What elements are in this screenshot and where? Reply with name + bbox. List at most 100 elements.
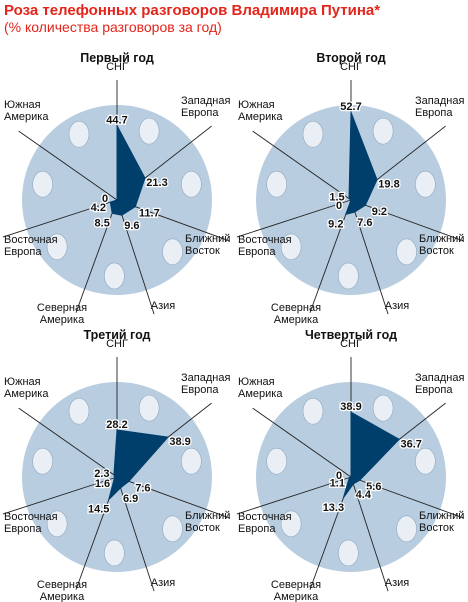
- chart-title: Первый год: [80, 51, 154, 65]
- data-polygon: [109, 125, 146, 216]
- radar-chart-year-1: Первый год 44.7 21.3 11.79.6 8.5 4.20 СНГ Запад…: [2, 51, 230, 326]
- category-label: Северная Америка: [271, 579, 321, 602]
- data-polygon: [108, 429, 169, 501]
- category-label: Северная Америка: [37, 302, 87, 326]
- chart-title: Четвертый год: [305, 328, 397, 342]
- axis-spoke: [18, 407, 118, 478]
- value-label: 1.6: [95, 478, 110, 490]
- radar-chart-year-2: Второй год52.719.89.27.69.201.5СНГЗападн…: [236, 51, 464, 326]
- value-label: 14.5: [88, 504, 109, 516]
- dial-hole: [32, 170, 53, 198]
- axis-spoke: [236, 476, 352, 515]
- dial-hole: [415, 170, 436, 198]
- dial-hole: [280, 510, 302, 538]
- axis-spoke: [252, 407, 352, 478]
- value-label: 1.1: [330, 478, 345, 490]
- category-label: Восточная Европа: [4, 234, 58, 258]
- dial-hole: [68, 397, 90, 425]
- value-label: 6.9: [123, 493, 138, 505]
- value-label: 4.4: [356, 489, 372, 501]
- dial-hole: [415, 447, 436, 475]
- value-label: 1.5: [329, 192, 344, 204]
- category-label: Азия: [385, 300, 410, 312]
- category-label: Западная Европа: [181, 372, 230, 396]
- category-label: Ближний Восток: [419, 510, 464, 534]
- dial-hole: [32, 447, 53, 475]
- category-label: Азия: [385, 577, 410, 589]
- category-label: Восточная Европа: [4, 511, 58, 535]
- radar-chart-year-3: Третий год 28.2 38.9 7.66.9 14.5 1.62.3 СНГ Зап…: [2, 328, 230, 602]
- category-label: Ближний Восток: [185, 510, 230, 534]
- category-label: Ближний Восток: [185, 233, 230, 257]
- dial-hole: [280, 233, 302, 261]
- category-label: Южная Америка: [4, 99, 49, 123]
- axis-spoke: [350, 199, 389, 315]
- dial-hole: [138, 394, 160, 422]
- value-label: 0: [336, 200, 342, 212]
- value-label: 13.3: [323, 502, 344, 514]
- chart-title: Третий год: [84, 328, 151, 342]
- value-label: 9.2: [372, 206, 387, 218]
- category-label: Азия: [151, 300, 176, 312]
- value-label: 4.2: [91, 202, 106, 214]
- value-label: 38.9: [169, 436, 190, 448]
- value-label: 7.6: [135, 482, 150, 494]
- category-label: Северная Америка: [37, 579, 87, 602]
- category-label: Северная Америка: [271, 302, 321, 326]
- category-label: СНГ: [106, 338, 128, 350]
- category-label: Ближний Восток: [419, 233, 464, 257]
- axis-spoke: [116, 476, 155, 592]
- value-label: 19.8: [378, 179, 399, 191]
- dial-hole: [46, 233, 68, 261]
- value-label: 44.7: [106, 115, 127, 127]
- axis-spoke: [18, 130, 118, 201]
- axis-spoke: [350, 476, 464, 519]
- axis-spoke: [2, 199, 118, 238]
- axis-spoke: [75, 199, 118, 313]
- axis-spoke: [236, 199, 352, 238]
- dial-hole: [104, 262, 125, 290]
- category-label: Западная Европа: [415, 95, 464, 119]
- category-label: Западная Европа: [415, 372, 464, 396]
- value-label: 2.3: [94, 468, 109, 480]
- axis-spoke: [350, 476, 389, 592]
- dial-hole: [372, 117, 394, 145]
- dial-hole: [396, 515, 417, 543]
- value-label: 21.3: [146, 177, 167, 189]
- category-label: СНГ: [340, 338, 362, 350]
- value-label: 52.7: [340, 101, 361, 113]
- axis-spoke: [350, 199, 464, 242]
- axis-spoke: [116, 199, 155, 315]
- category-label: СНГ: [340, 61, 362, 73]
- page-subtitle: (% количества разговоров за год): [4, 19, 222, 35]
- dial-hole: [162, 238, 183, 266]
- dial-hole: [338, 262, 359, 290]
- dial-hole: [138, 117, 160, 145]
- data-polygon: [342, 411, 400, 499]
- category-label: Азия: [151, 577, 176, 589]
- axis-spoke: [116, 199, 230, 242]
- axis-spoke: [2, 476, 118, 515]
- dial-hole: [338, 539, 359, 567]
- axis-spoke: [309, 199, 352, 313]
- dial-hole: [396, 238, 417, 266]
- category-label: Южная Америка: [238, 99, 283, 123]
- dial-hole: [181, 447, 202, 475]
- dial-hole: [68, 120, 90, 148]
- dial-hole: [372, 394, 394, 422]
- category-label: СНГ: [106, 61, 128, 73]
- page-title: Роза телефонных разговоров Владимира Пут…: [4, 2, 381, 19]
- category-label: Западная Европа: [181, 95, 230, 119]
- category-label: Южная Америка: [4, 376, 49, 400]
- dial-hole: [181, 170, 202, 198]
- radar-chart-year-4: Четвертый год 38.9 36.7 5.64.4 13.3 1.10 СНГ За…: [236, 328, 464, 602]
- value-label: 7.6: [357, 217, 372, 229]
- value-label: 9.2: [328, 218, 343, 230]
- value-label: 5.6: [366, 481, 381, 493]
- dial-hole: [46, 510, 68, 538]
- chart-title: Второй год: [316, 51, 385, 65]
- dial-hole: [302, 397, 324, 425]
- value-label: 28.2: [106, 419, 127, 431]
- value-label: 38.9: [340, 401, 361, 413]
- dial-hole: [104, 539, 125, 567]
